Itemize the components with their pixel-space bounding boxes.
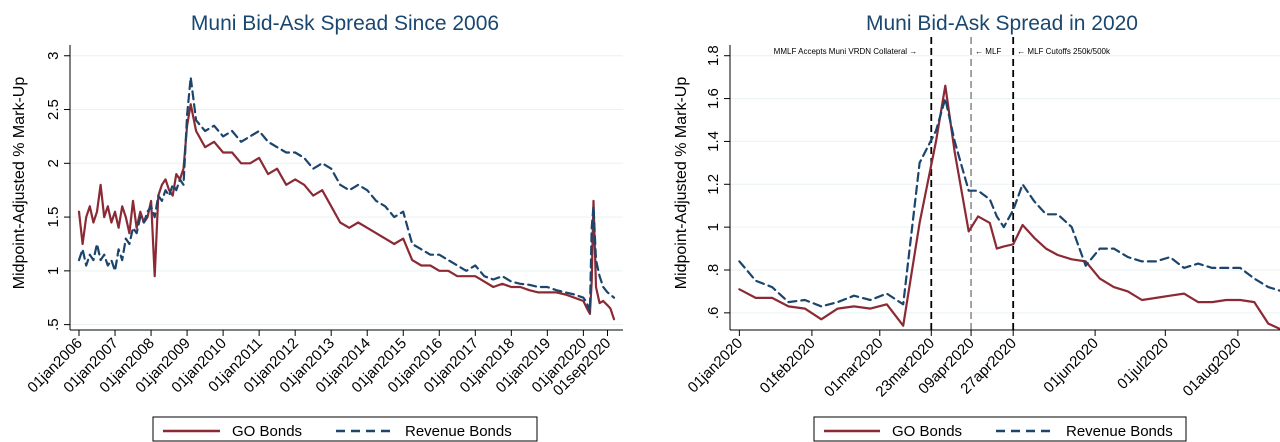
legend-label-revenue-bonds: Revenue Bonds — [1066, 423, 1173, 440]
data-series — [77, 76, 616, 321]
data-series — [738, 84, 1280, 331]
event-annotation-1: ← MLF — [975, 47, 1001, 56]
legend-label-go-bonds: GO Bonds — [232, 423, 302, 440]
y-tick-label-3: 1.2 — [705, 174, 722, 195]
event-annotation-0: MMLF Accepts Muni VRDN Collateral → — [774, 47, 918, 56]
y-axis-label: Midpoint-Adjusted % Mark-Up — [673, 77, 690, 290]
series-line-revenue-bonds — [77, 76, 616, 313]
y-tick-label-4: 1.4 — [705, 131, 722, 152]
y-axis-label: Midpoint-Adjusted % Mark-Up — [11, 77, 28, 290]
legend-box — [152, 416, 538, 442]
y-tick-label-4: 2.5 — [45, 99, 62, 120]
series-line-revenue-bonds — [738, 97, 1280, 308]
series-line-go-bonds — [738, 84, 1280, 331]
legend-label-revenue-bonds: Revenue Bonds — [405, 423, 512, 440]
chart-title: Muni Bid-Ask Spread Since 2006 — [191, 12, 499, 35]
y-tick-label-5: 1.6 — [705, 88, 722, 109]
y-tick-label-2: 1 — [705, 223, 722, 231]
legend-box — [813, 416, 1187, 442]
grid-lines — [70, 55, 623, 326]
legend: GO Bonds Revenue Bonds — [813, 416, 1187, 442]
y-tick-label-0: .5 — [45, 318, 62, 331]
event-lines: MMLF Accepts Muni VRDN Collateral → ← MLF… — [774, 37, 1111, 330]
legend-label-go-bonds: GO Bonds — [892, 423, 962, 440]
y-tick-label-3: 2 — [45, 159, 62, 167]
y-tick-label-6: 1.8 — [705, 45, 722, 66]
y-tick-label-1: 1 — [45, 267, 62, 275]
legend: GO Bonds Revenue Bonds — [152, 416, 538, 442]
y-tick-label-1: .8 — [705, 264, 722, 277]
y-tick-label-0: .6 — [705, 307, 722, 320]
y-tick-label-5: 3 — [45, 52, 62, 60]
series-line-go-bonds — [77, 103, 616, 321]
y-tick-label-2: 1.5 — [45, 207, 62, 228]
chart-title: Muni Bid-Ask Spread in 2020 — [866, 12, 1138, 35]
event-annotation-2: ← MLF Cutoffs 250k/500k — [1017, 47, 1111, 56]
